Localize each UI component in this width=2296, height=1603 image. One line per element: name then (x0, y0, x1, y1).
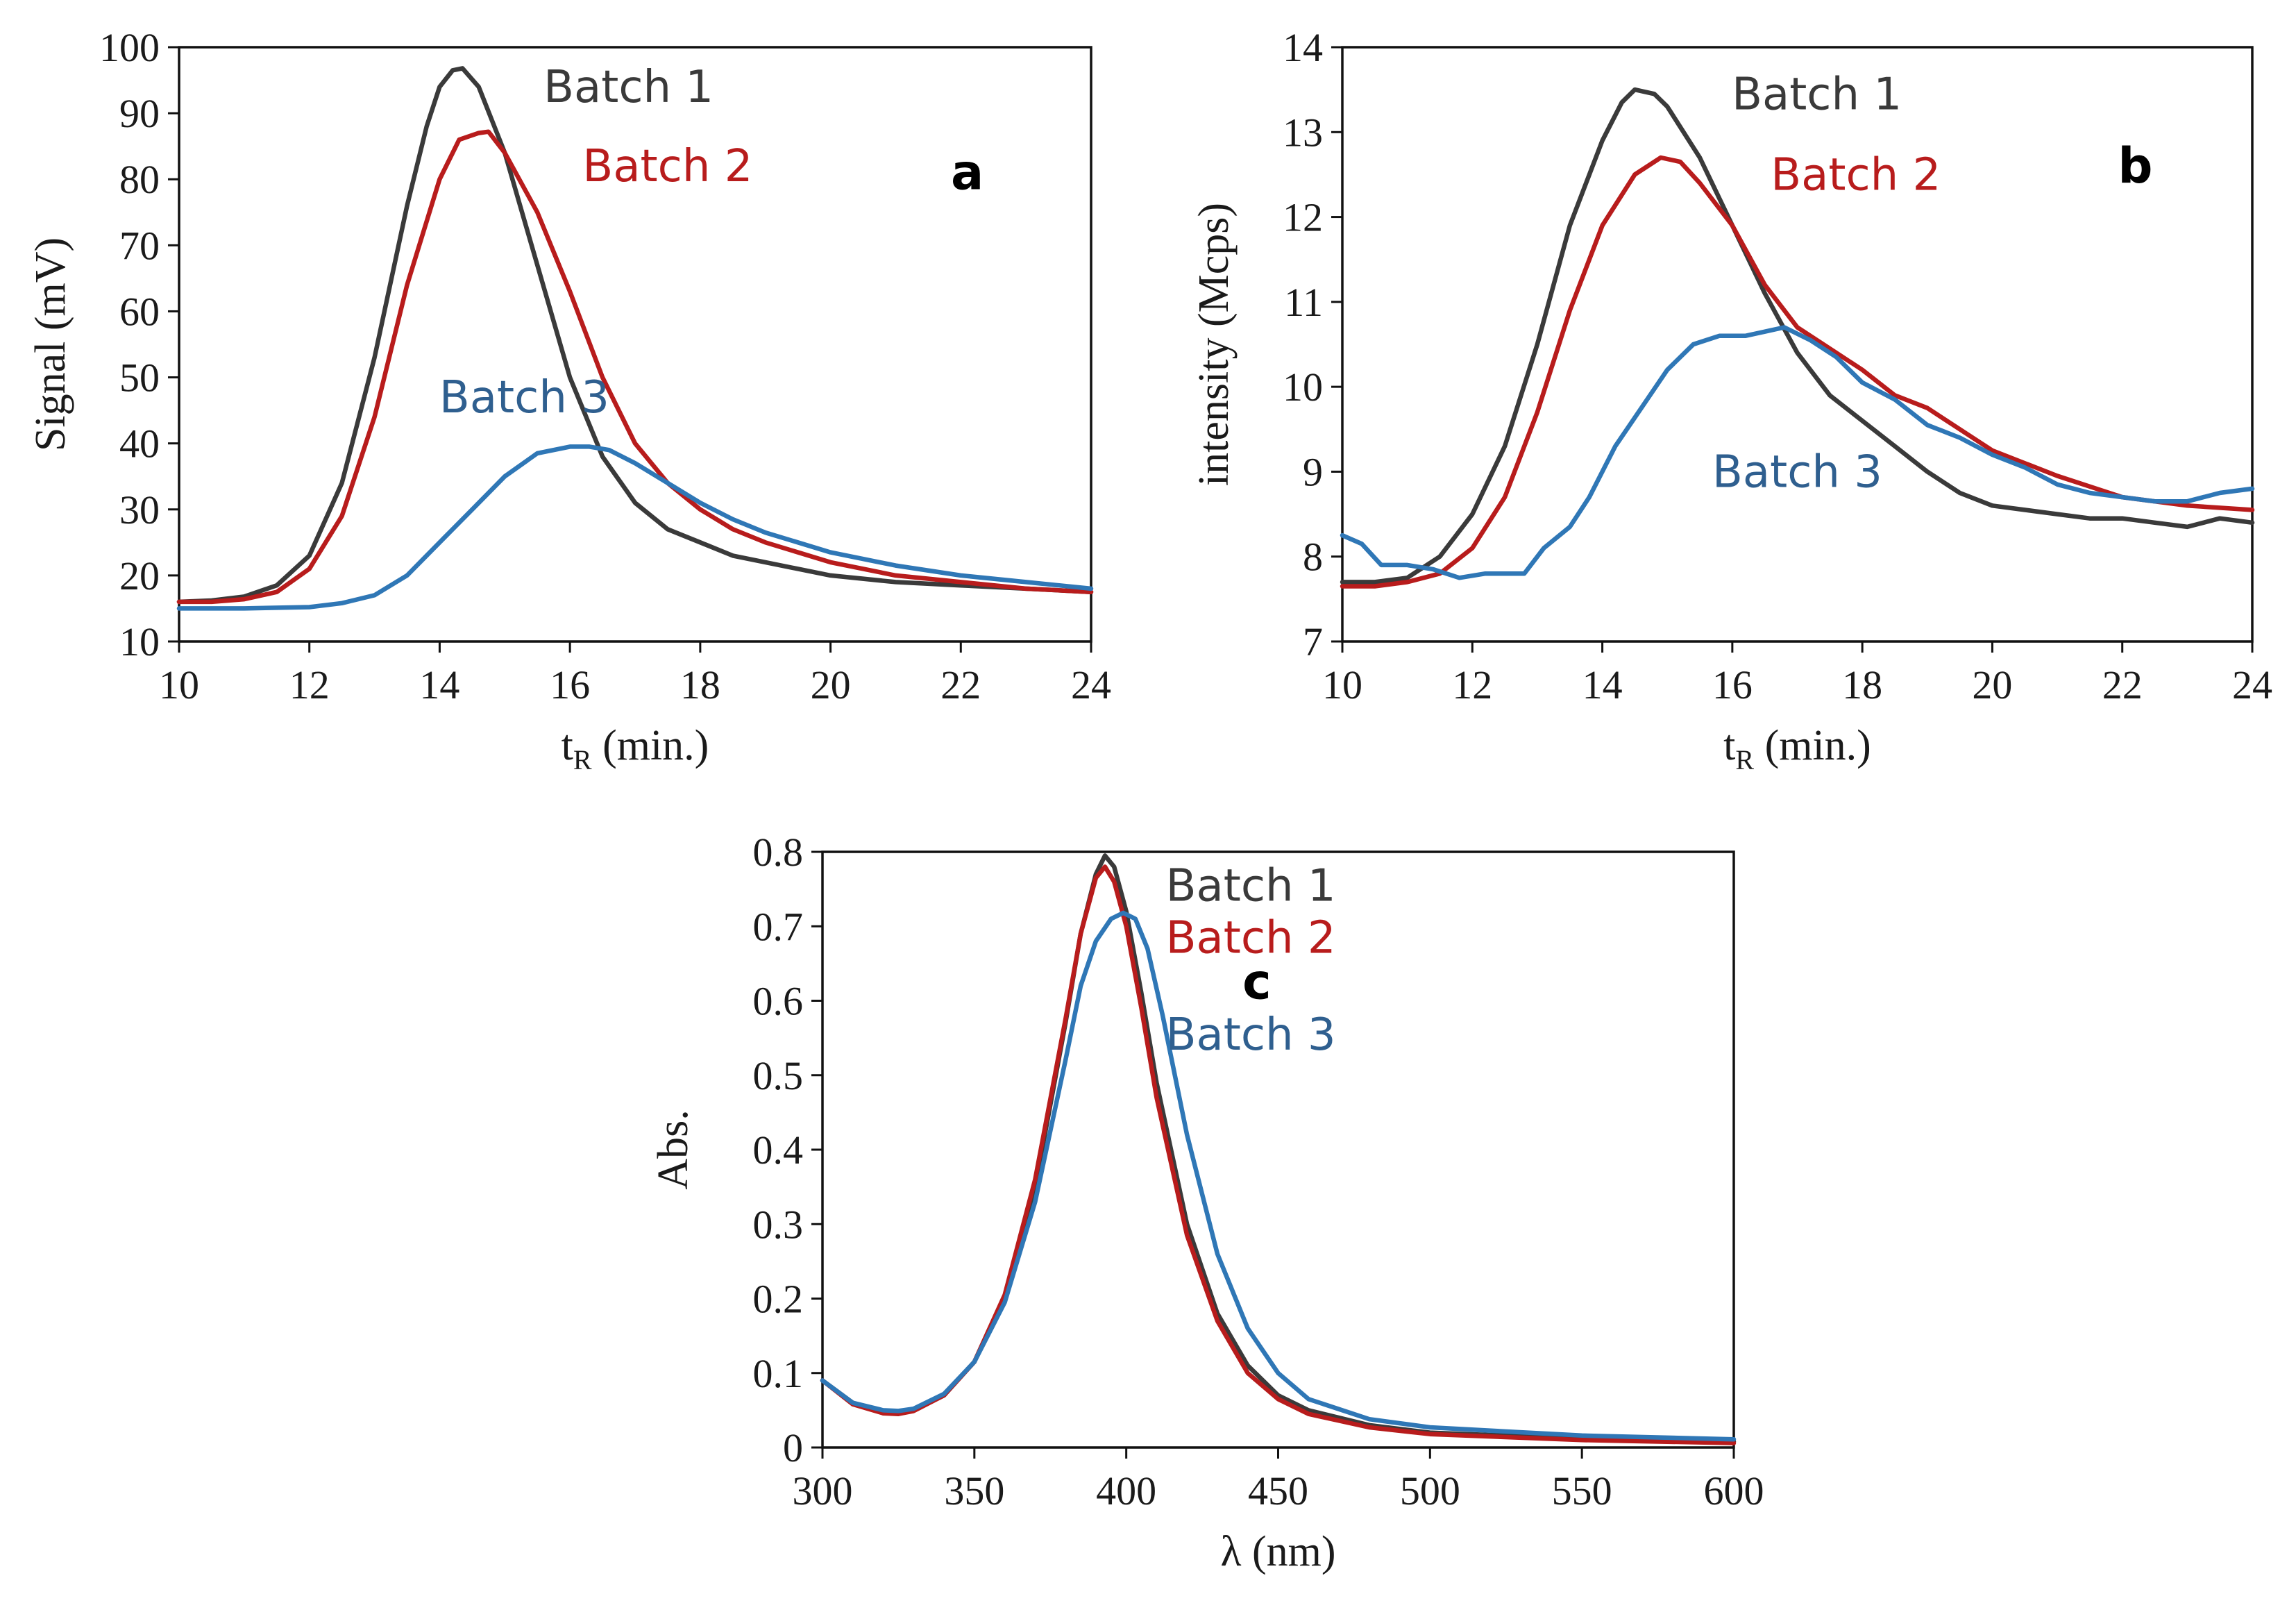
y-tick-label: 7 (1303, 619, 1323, 664)
series-label-batch-2: Batch 2 (1166, 912, 1336, 964)
x-axis-title-main: t (562, 722, 573, 769)
chart-panel-c: 0 0.1 0.2 0.3 0.4 0.5 0.6 0.7 0.8 300 350 400 450 500… (650, 830, 1764, 1575)
series-label-batch-3: Batch 3 (1712, 446, 1882, 498)
y-tick-label: 10 (1283, 364, 1323, 410)
x-tick-label: 500 (1400, 1468, 1460, 1513)
plot-frame (178, 46, 1092, 643)
x-axis-title-subscript: R (1735, 744, 1754, 775)
x-axis-title-unit: (min.) (1754, 722, 1871, 769)
series-line-batch-3 (1340, 325, 2255, 580)
series-label-batch-3: Batch 3 (439, 372, 609, 423)
y-tick-label: 60 (119, 289, 160, 334)
x-tick-label: 450 (1248, 1468, 1308, 1513)
series-label-batch-2: Batch 2 (1771, 149, 1941, 201)
x-tick-label: 550 (1552, 1468, 1612, 1513)
x-tick-label: 14 (1582, 662, 1623, 707)
series-label-batch-1: Batch 1 (1732, 69, 1902, 120)
x-tick-label: 16 (550, 662, 590, 707)
y-tick-label: 12 (1283, 195, 1323, 240)
y-tick-label: 70 (119, 223, 160, 268)
chart-panel-a: 10 20 30 40 50 60 70 80 90 100 10 12 14 16 18 20 22 24 tR … (27, 25, 1111, 775)
x-axis-title: tR (min.) (1723, 722, 1871, 775)
y-tick-label: 30 (119, 487, 160, 532)
x-tick-label: 10 (159, 662, 199, 707)
series-label-batch-2: Batch 2 (582, 141, 752, 192)
y-tick-label: 10 (119, 619, 160, 664)
x-tick-label: 18 (680, 662, 720, 707)
x-axis-title-main: t (1723, 722, 1735, 769)
x-axis-title-subscript: R (573, 744, 592, 775)
y-tick-label: 8 (1303, 535, 1323, 580)
series-line-batch-3 (820, 910, 1737, 1442)
x-tick-label: 600 (1704, 1468, 1764, 1513)
x-tick-label: 22 (2102, 662, 2143, 707)
y-tick-label: 0.6 (753, 979, 804, 1024)
y-tick-label: 0.3 (753, 1202, 804, 1247)
y-tick-label: 0 (783, 1425, 803, 1470)
x-tick-label: 24 (1071, 662, 1111, 707)
y-tick-label: 0.7 (753, 904, 804, 949)
x-tick-label: 12 (289, 662, 330, 707)
y-tick-label: 14 (1283, 25, 1323, 70)
x-tick-label: 300 (793, 1468, 853, 1513)
x-tick-label: 22 (940, 662, 981, 707)
x-tick-label: 12 (1452, 662, 1492, 707)
y-tick-label: 11 (1284, 280, 1323, 325)
y-axis-title: Abs. (650, 1109, 697, 1189)
x-tick-label: 350 (944, 1468, 1004, 1513)
y-axis-title: intensity (Mcps) (1190, 203, 1238, 486)
x-axis-title-unit: (min.) (592, 722, 709, 769)
y-tick-label: 80 (119, 157, 160, 202)
x-axis-title-main: λ (nm) (1220, 1528, 1335, 1575)
y-axis-title: Signal (mV) (27, 237, 74, 451)
y-tick-label: 0.8 (753, 830, 804, 875)
plot-frame (1341, 46, 2254, 643)
x-tick-label: 400 (1096, 1468, 1156, 1513)
x-tick-label: 20 (811, 662, 851, 707)
series-label-batch-1: Batch 1 (1166, 860, 1336, 912)
x-tick-label: 16 (1712, 662, 1753, 707)
y-tick-label: 20 (119, 553, 160, 598)
y-tick-label: 0.4 (753, 1127, 804, 1173)
y-tick-label: 0.5 (753, 1053, 804, 1098)
panel-letter: a (951, 144, 984, 201)
series-label-batch-3: Batch 3 (1166, 1009, 1336, 1061)
y-tick-label: 13 (1283, 110, 1323, 155)
x-tick-label: 18 (1842, 662, 1882, 707)
x-tick-label: 24 (2232, 662, 2272, 707)
y-tick-label: 50 (119, 355, 160, 401)
series-line-batch-2 (176, 129, 1094, 605)
series-label-batch-1: Batch 1 (543, 62, 714, 113)
panel-letter: b (2118, 137, 2152, 194)
x-tick-label: 20 (1972, 662, 2012, 707)
y-tick-label: 0.2 (753, 1277, 804, 1322)
x-axis-title: tR (min.) (562, 722, 709, 775)
x-axis-title: λ (nm) (1220, 1528, 1335, 1575)
series-line-batch-2 (1340, 155, 2255, 589)
x-tick-label: 14 (419, 662, 459, 707)
y-tick-label: 40 (119, 421, 160, 467)
y-tick-label: 9 (1303, 449, 1323, 494)
y-tick-label: 100 (99, 25, 160, 70)
x-tick-label: 10 (1322, 662, 1362, 707)
panel-letter: c (1242, 954, 1272, 1011)
chart-panel-b: 7 8 9 10 11 12 13 14 10 12 14 16 18 20 22 24 tR (min.) in… (1190, 25, 2272, 775)
series-line-batch-3 (176, 444, 1094, 611)
y-tick-label: 90 (119, 91, 160, 136)
y-tick-label: 0.1 (753, 1351, 804, 1396)
